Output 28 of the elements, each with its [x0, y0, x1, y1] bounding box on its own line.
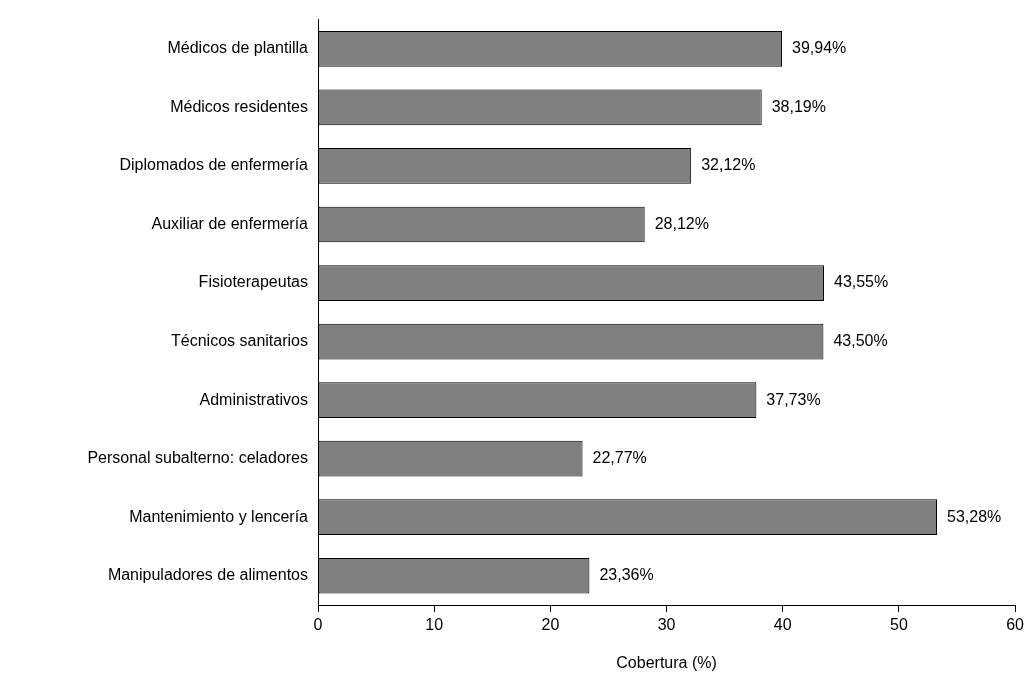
data-label: 43,50%: [833, 331, 888, 349]
x-tick-label: 60: [1006, 616, 1025, 634]
y-tick-label: Médicos de plantilla: [167, 39, 309, 57]
y-tick-label: Médicos residentes: [170, 97, 308, 115]
y-tick-label: Personal subalterno: celadores: [87, 449, 308, 467]
y-tick-label: Fisioterapeutas: [198, 273, 308, 291]
x-tick-label: 20: [541, 616, 560, 634]
x-tick-label: 50: [890, 616, 908, 634]
y-tick-label: Auxiliar de enfermería: [151, 214, 309, 232]
x-tick-label: 30: [657, 616, 676, 634]
data-label: 37,73%: [766, 390, 821, 408]
x-tick-label: 10: [425, 616, 444, 634]
data-label: 39,94%: [792, 39, 847, 57]
x-axis-title: Cobertura (%): [616, 653, 717, 671]
data-label: 32,12%: [701, 156, 756, 174]
data-label: 43,55%: [833, 273, 889, 291]
data-label: 23,36%: [599, 566, 654, 584]
data-label: 38,19%: [771, 97, 826, 115]
x-tick-label: 40: [773, 616, 792, 634]
y-tick-label: Manipuladores de alimentos: [107, 566, 308, 584]
y-tick-label: Administrativos: [199, 390, 308, 408]
x-tick-label: 0: [313, 616, 323, 634]
data-label: 22,77%: [592, 449, 647, 467]
data-label: 28,12%: [654, 214, 709, 232]
y-tick-label: Diplomados de enfermería: [119, 156, 309, 174]
data-label: 53,28%: [947, 507, 1002, 525]
y-tick-label: Mantenimiento y lencería: [129, 507, 309, 525]
y-tick-label: Técnicos sanitarios: [171, 331, 308, 349]
